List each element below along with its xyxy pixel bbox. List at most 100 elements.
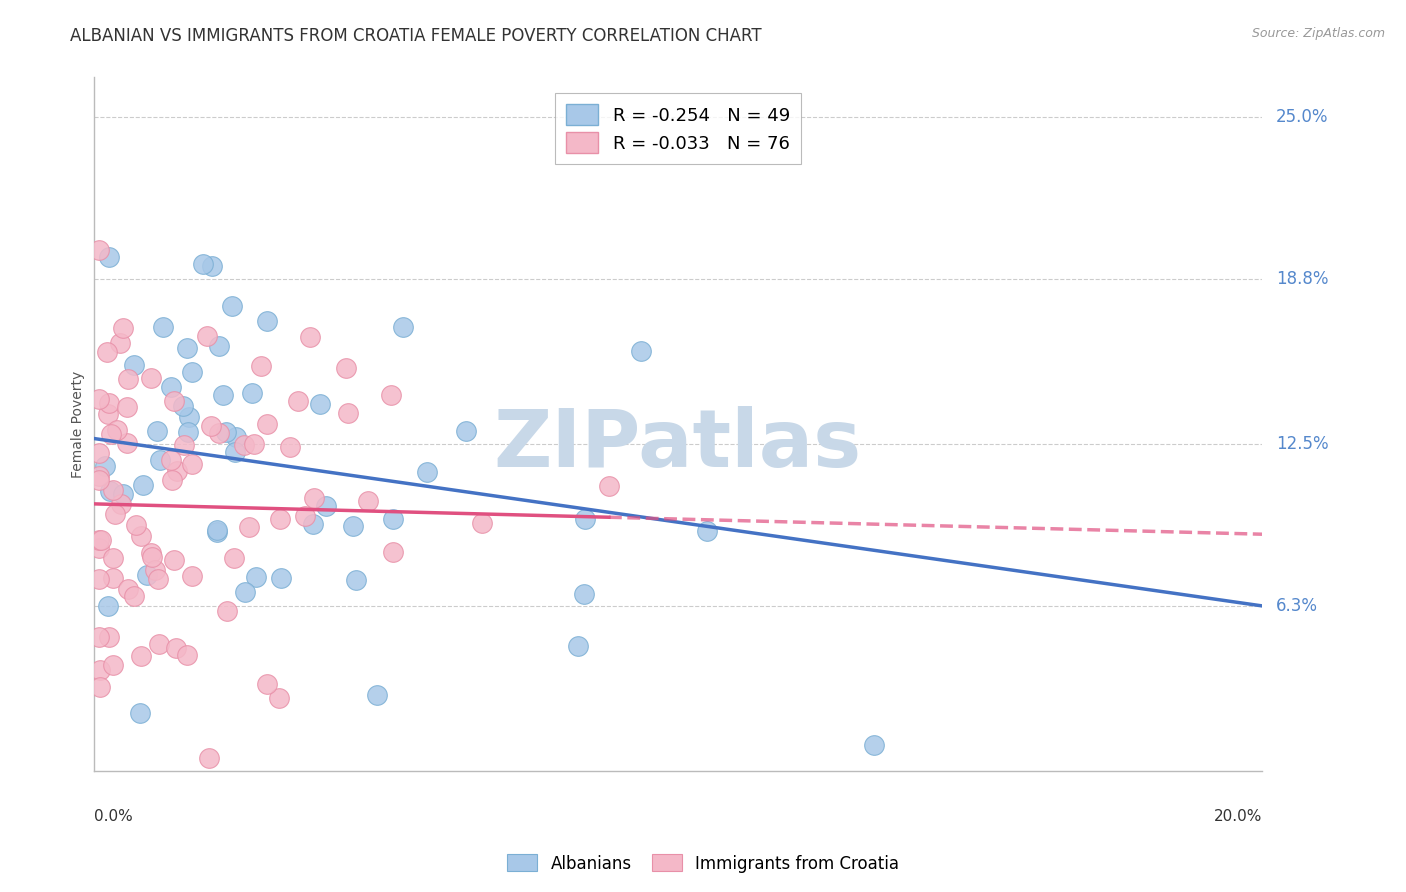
Point xyxy=(200,418,222,433)
Text: 6.3%: 6.3% xyxy=(1277,597,1317,615)
Legend: Albanians, Immigrants from Croatia: Albanians, Immigrants from Croatia xyxy=(501,847,905,880)
Point xyxy=(315,499,337,513)
Point xyxy=(177,409,200,424)
Point xyxy=(256,676,278,690)
Text: ZIPatlas: ZIPatlas xyxy=(494,406,862,483)
Point xyxy=(122,589,145,603)
Point xyxy=(136,568,159,582)
Point xyxy=(139,371,162,385)
Point xyxy=(96,344,118,359)
Point xyxy=(270,571,292,585)
Point xyxy=(176,341,198,355)
Point xyxy=(177,425,200,439)
Point xyxy=(335,360,357,375)
Point xyxy=(191,256,214,270)
Point xyxy=(166,464,188,478)
Point xyxy=(278,441,301,455)
Point xyxy=(146,424,169,438)
Point xyxy=(696,524,718,538)
Point xyxy=(117,582,139,597)
Point xyxy=(160,473,183,487)
Point xyxy=(117,372,139,386)
Point xyxy=(89,533,111,547)
Point xyxy=(160,452,183,467)
Point xyxy=(357,493,380,508)
Point xyxy=(89,663,111,677)
Point xyxy=(208,425,231,440)
Text: 12.5%: 12.5% xyxy=(1277,434,1329,453)
Point xyxy=(181,457,204,471)
Point xyxy=(269,512,291,526)
Point xyxy=(301,517,323,532)
Point xyxy=(129,706,152,720)
Point xyxy=(381,511,404,525)
Point xyxy=(162,394,184,409)
Point xyxy=(863,738,886,752)
Point xyxy=(89,680,111,694)
Point xyxy=(152,319,174,334)
Point xyxy=(97,250,120,264)
Point xyxy=(125,518,148,533)
Point xyxy=(308,397,330,411)
Point xyxy=(238,520,260,534)
Point xyxy=(89,573,111,587)
Point xyxy=(89,630,111,644)
Point xyxy=(94,458,117,473)
Point xyxy=(101,658,124,673)
Point xyxy=(115,401,138,415)
Point xyxy=(299,329,322,343)
Point xyxy=(240,386,263,401)
Point xyxy=(143,562,166,576)
Point xyxy=(89,243,111,257)
Point xyxy=(97,630,120,644)
Point xyxy=(256,417,278,432)
Point xyxy=(131,478,153,492)
Point xyxy=(232,438,254,452)
Text: 20.0%: 20.0% xyxy=(1213,809,1263,824)
Point xyxy=(454,425,477,439)
Point xyxy=(336,406,359,420)
Point xyxy=(205,523,228,537)
Point xyxy=(90,533,112,547)
Point xyxy=(129,648,152,663)
Point xyxy=(97,395,120,409)
Point xyxy=(222,551,245,566)
Point xyxy=(302,491,325,505)
Point xyxy=(173,437,195,451)
Point xyxy=(176,648,198,663)
Legend: R = -0.254   N = 49, R = -0.033   N = 76: R = -0.254 N = 49, R = -0.033 N = 76 xyxy=(555,94,801,164)
Point xyxy=(104,507,127,521)
Point xyxy=(105,423,128,437)
Point xyxy=(342,519,364,533)
Point xyxy=(163,553,186,567)
Point xyxy=(208,339,231,353)
Point xyxy=(215,425,238,440)
Point xyxy=(98,483,121,498)
Point xyxy=(141,549,163,564)
Point xyxy=(111,321,134,335)
Point xyxy=(574,512,596,526)
Point xyxy=(211,387,233,401)
Point xyxy=(148,637,170,651)
Point xyxy=(366,688,388,702)
Point xyxy=(110,497,132,511)
Point xyxy=(181,568,204,582)
Point xyxy=(89,473,111,487)
Point xyxy=(97,407,120,421)
Point xyxy=(200,259,222,273)
Point xyxy=(267,690,290,705)
Point xyxy=(129,528,152,542)
Point xyxy=(101,483,124,497)
Point xyxy=(217,604,239,618)
Point xyxy=(572,587,595,601)
Point xyxy=(250,359,273,373)
Point xyxy=(149,452,172,467)
Point xyxy=(243,437,266,451)
Point xyxy=(205,524,228,539)
Point xyxy=(471,516,494,530)
Point xyxy=(111,486,134,500)
Point xyxy=(221,299,243,313)
Point xyxy=(139,546,162,560)
Point xyxy=(165,640,187,655)
Point xyxy=(96,599,118,613)
